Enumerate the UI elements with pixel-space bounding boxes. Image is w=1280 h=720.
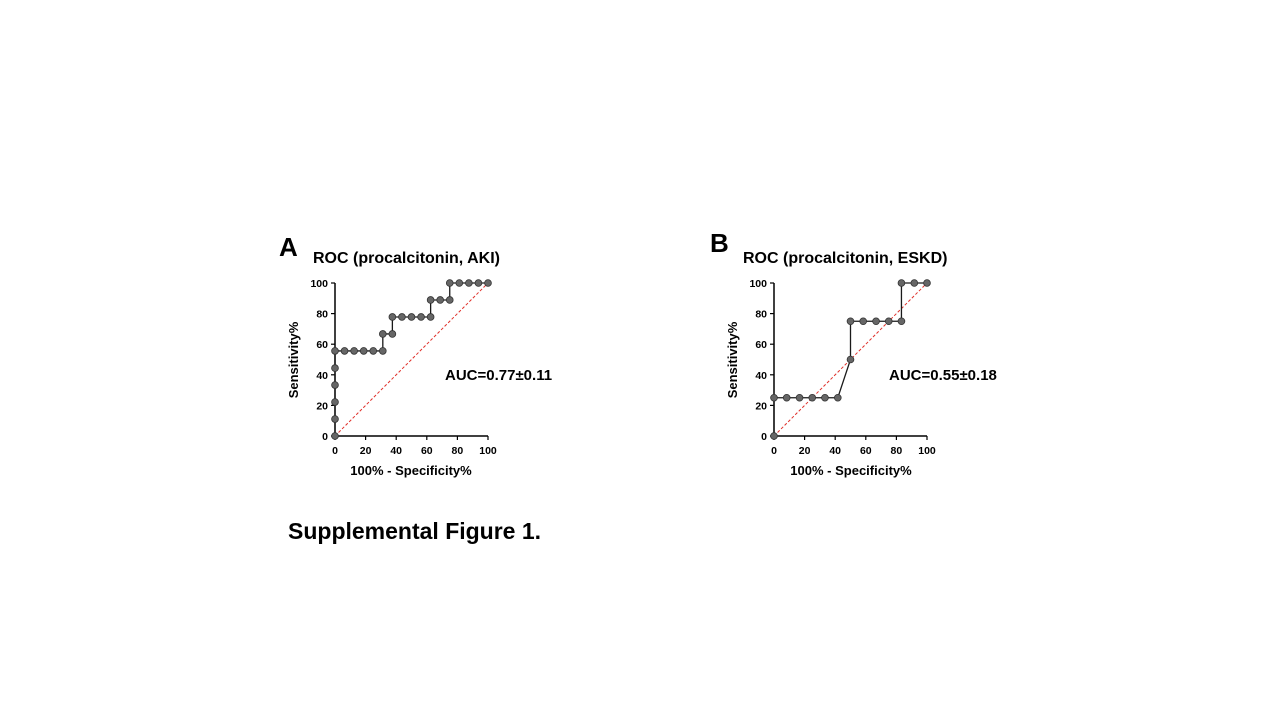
roc-point-b-5	[821, 393, 829, 402]
x-tick-label-b-0: 0	[771, 445, 777, 457]
roc-point-b-15	[923, 279, 931, 287]
roc-point-a-5	[331, 347, 339, 355]
roc-point-b-9	[859, 317, 867, 326]
roc-point-b-2	[782, 393, 791, 402]
roc-curve-b	[773, 282, 927, 436]
auc-annotation-a: AUC=0.77±0.11	[445, 367, 552, 384]
roc-point-a-8	[359, 347, 368, 355]
y-tick-label-a-20: 20	[316, 400, 328, 412]
roc-point-a-2	[331, 398, 339, 406]
roc-point-b-4	[808, 393, 817, 402]
roc-point-a-19	[436, 296, 444, 304]
x-tick-label-b-100: 100	[918, 445, 936, 457]
roc-point-b-11	[884, 317, 893, 326]
chart-title-a: ROC (procalcitonin, AKI)	[313, 250, 500, 267]
roc-point-a-4	[331, 364, 339, 372]
y-tick-label-b-60: 60	[755, 339, 767, 351]
y-tick-label-b-40: 40	[755, 370, 767, 382]
roc-points-a	[331, 279, 492, 440]
x-tick-label-a-100: 100	[479, 445, 497, 457]
x-tick-label-a-40: 40	[390, 445, 402, 457]
y-tick-labels-b: 0 20 40 60 80 100	[749, 278, 767, 443]
x-tick-label-b-40: 40	[829, 445, 841, 457]
chart-panel-b: B ROC (procalcitonin, ESKD) 0 20 40 60 80 100…	[710, 228, 997, 478]
roc-point-a-21	[445, 279, 454, 287]
roc-point-b-10	[872, 317, 880, 326]
roc-point-b-7	[846, 355, 855, 364]
y-tick-label-b-80: 80	[755, 309, 767, 321]
x-tick-label-a-80: 80	[452, 445, 464, 457]
reference-line-a	[334, 282, 489, 437]
roc-point-a-25	[484, 279, 492, 287]
roc-point-a-6	[340, 347, 349, 355]
roc-point-b-8	[846, 317, 855, 326]
y-tick-label-b-0: 0	[761, 431, 767, 443]
roc-point-a-14	[398, 313, 406, 321]
roc-point-a-1	[331, 415, 339, 423]
chart-panel-a: A ROC (procalcitonin, AKI) 0 20 40 60 80 100 …	[279, 232, 552, 478]
chart-title-b: ROC (procalcitonin, ESKD)	[743, 250, 947, 267]
y-axis-label-b: Sensitivity%	[725, 321, 740, 398]
auc-annotation-b: AUC=0.55±0.18	[889, 367, 997, 384]
roc-point-b-1	[770, 393, 778, 402]
roc-point-a-22	[455, 279, 464, 287]
roc-point-a-23	[465, 279, 473, 287]
y-tick-label-a-60: 60	[316, 339, 328, 351]
x-axis-label-b: 100% - Specificity%	[790, 463, 912, 478]
x-tick-labels-b: 0 20 40 60 80 100	[771, 445, 936, 457]
roc-point-a-12	[388, 330, 397, 338]
roc-point-a-20	[445, 296, 454, 304]
roc-point-a-3	[331, 381, 339, 389]
roc-points-b	[770, 279, 931, 440]
roc-point-b-12	[897, 317, 906, 326]
y-tick-label-a-0: 0	[322, 431, 328, 443]
roc-point-a-9	[369, 347, 378, 355]
reference-diagonal-a	[334, 282, 489, 437]
roc-point-a-15	[407, 313, 416, 321]
roc-point-b-13	[897, 279, 906, 287]
roc-point-a-18	[426, 296, 435, 304]
roc-point-a-16	[417, 313, 425, 321]
roc-point-a-7	[350, 347, 358, 355]
panel-letter-a: A	[279, 232, 298, 262]
x-axis-label-a: 100% - Specificity%	[350, 463, 472, 478]
roc-point-b-3	[795, 393, 804, 402]
roc-point-b-0	[770, 432, 778, 440]
roc-point-a-17	[426, 313, 435, 321]
roc-point-a-24	[474, 279, 483, 287]
x-tick-labels-a: 0 20 40 60 80 100	[332, 445, 497, 457]
roc-line-b-0	[773, 282, 927, 436]
y-tick-label-a-40: 40	[316, 370, 328, 382]
y-tick-labels-a: 0 20 40 60 80 100	[310, 278, 328, 443]
panel-letter-b: B	[710, 228, 729, 258]
x-tick-label-b-60: 60	[860, 445, 872, 457]
roc-point-b-14	[910, 279, 919, 287]
x-tick-label-b-80: 80	[891, 445, 903, 457]
y-tick-label-b-100: 100	[749, 278, 767, 290]
roc-point-a-0	[331, 432, 339, 440]
x-tick-label-a-60: 60	[421, 445, 433, 457]
y-tick-label-b-20: 20	[755, 400, 767, 412]
x-tick-label-a-0: 0	[332, 445, 338, 457]
y-tick-label-a-100: 100	[310, 278, 328, 290]
x-tick-label-b-20: 20	[799, 445, 811, 457]
roc-point-a-13	[388, 313, 397, 321]
x-tick-label-a-20: 20	[360, 445, 372, 457]
roc-point-a-10	[379, 347, 387, 355]
roc-point-a-11	[379, 330, 387, 338]
figure-caption: Supplemental Figure 1.	[288, 518, 542, 544]
roc-point-b-6	[834, 393, 842, 402]
y-tick-label-a-80: 80	[316, 309, 328, 321]
y-axis-label-a: Sensitivity%	[286, 321, 301, 398]
